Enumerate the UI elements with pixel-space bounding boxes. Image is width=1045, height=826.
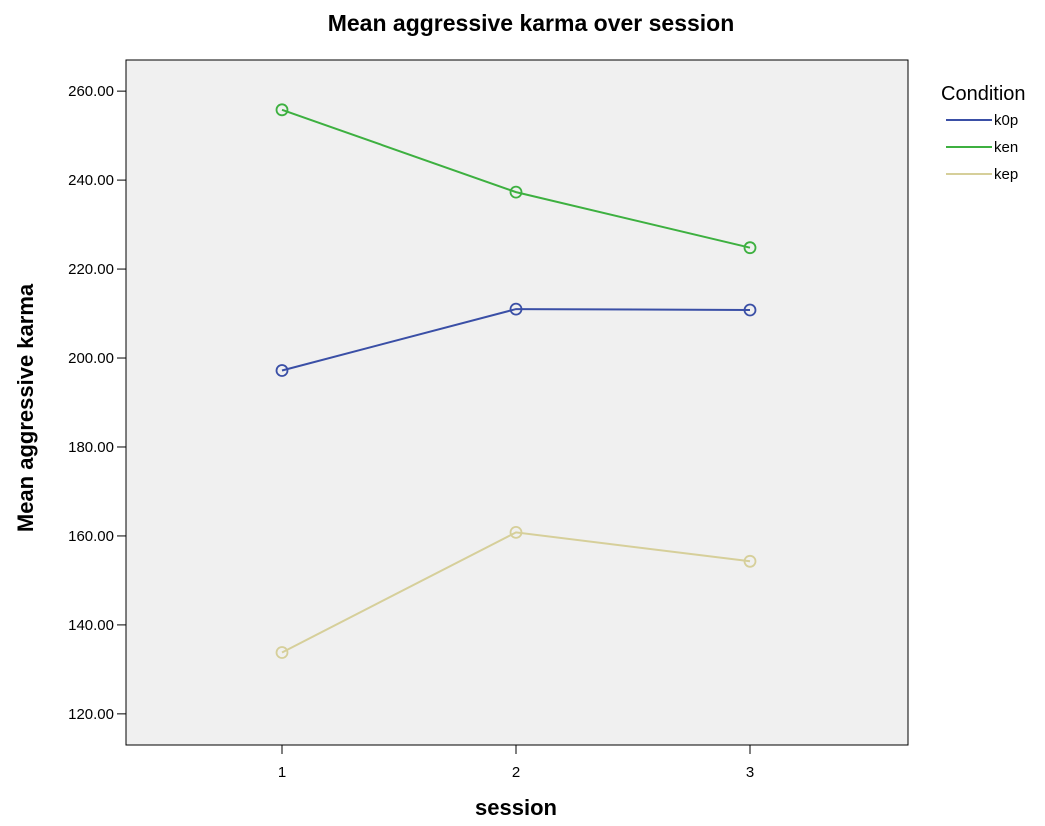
data-point-ken [275, 103, 289, 117]
data-point-ken [509, 185, 523, 199]
legend-label-ken: ken [994, 139, 1018, 156]
series-layer [275, 103, 757, 659]
legend-label-k0p: k0p [994, 112, 1018, 129]
data-point-kep [275, 646, 289, 659]
x-axis: 1 2 3 [278, 745, 754, 781]
series-line-k0p [281, 308, 751, 372]
legend-title: Condition [941, 83, 1026, 105]
y-tick-label: 260.00 [68, 83, 114, 100]
x-tick-label: 1 [278, 764, 286, 781]
series-line-ken [281, 108, 751, 249]
x-axis-title: session [475, 795, 557, 820]
y-tick-label: 160.00 [68, 528, 114, 545]
data-point-ken [743, 241, 757, 255]
data-point-kep [509, 525, 523, 539]
y-axis: 120.00 140.00 160.00 180.00 200.00 220.00 240.… [68, 83, 126, 723]
data-point-kep [743, 554, 757, 568]
y-axis-title: Mean aggressive karma [13, 283, 38, 532]
plot-area [125, 59, 909, 746]
y-tick-label: 120.00 [68, 706, 114, 723]
y-tick-label: 180.00 [68, 439, 114, 456]
chart-title: Mean aggressive karma over session [328, 10, 735, 36]
legend: Condition k0p ken kep [941, 83, 1026, 183]
x-tick-label: 2 [512, 764, 520, 781]
y-tick-label: 200.00 [68, 350, 114, 367]
legend-label-kep: kep [994, 166, 1018, 183]
series-line-kep [281, 531, 751, 654]
y-tick-label: 140.00 [68, 617, 114, 634]
x-tick-label: 3 [746, 764, 754, 781]
data-point-k0p [743, 303, 757, 317]
y-tick-label: 220.00 [68, 261, 114, 278]
y-tick-label: 240.00 [68, 172, 114, 189]
data-point-k0p [275, 364, 289, 377]
data-point-k0p [509, 302, 523, 316]
